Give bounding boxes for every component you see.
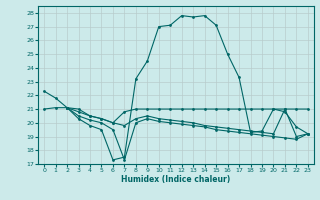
X-axis label: Humidex (Indice chaleur): Humidex (Indice chaleur) [121, 175, 231, 184]
